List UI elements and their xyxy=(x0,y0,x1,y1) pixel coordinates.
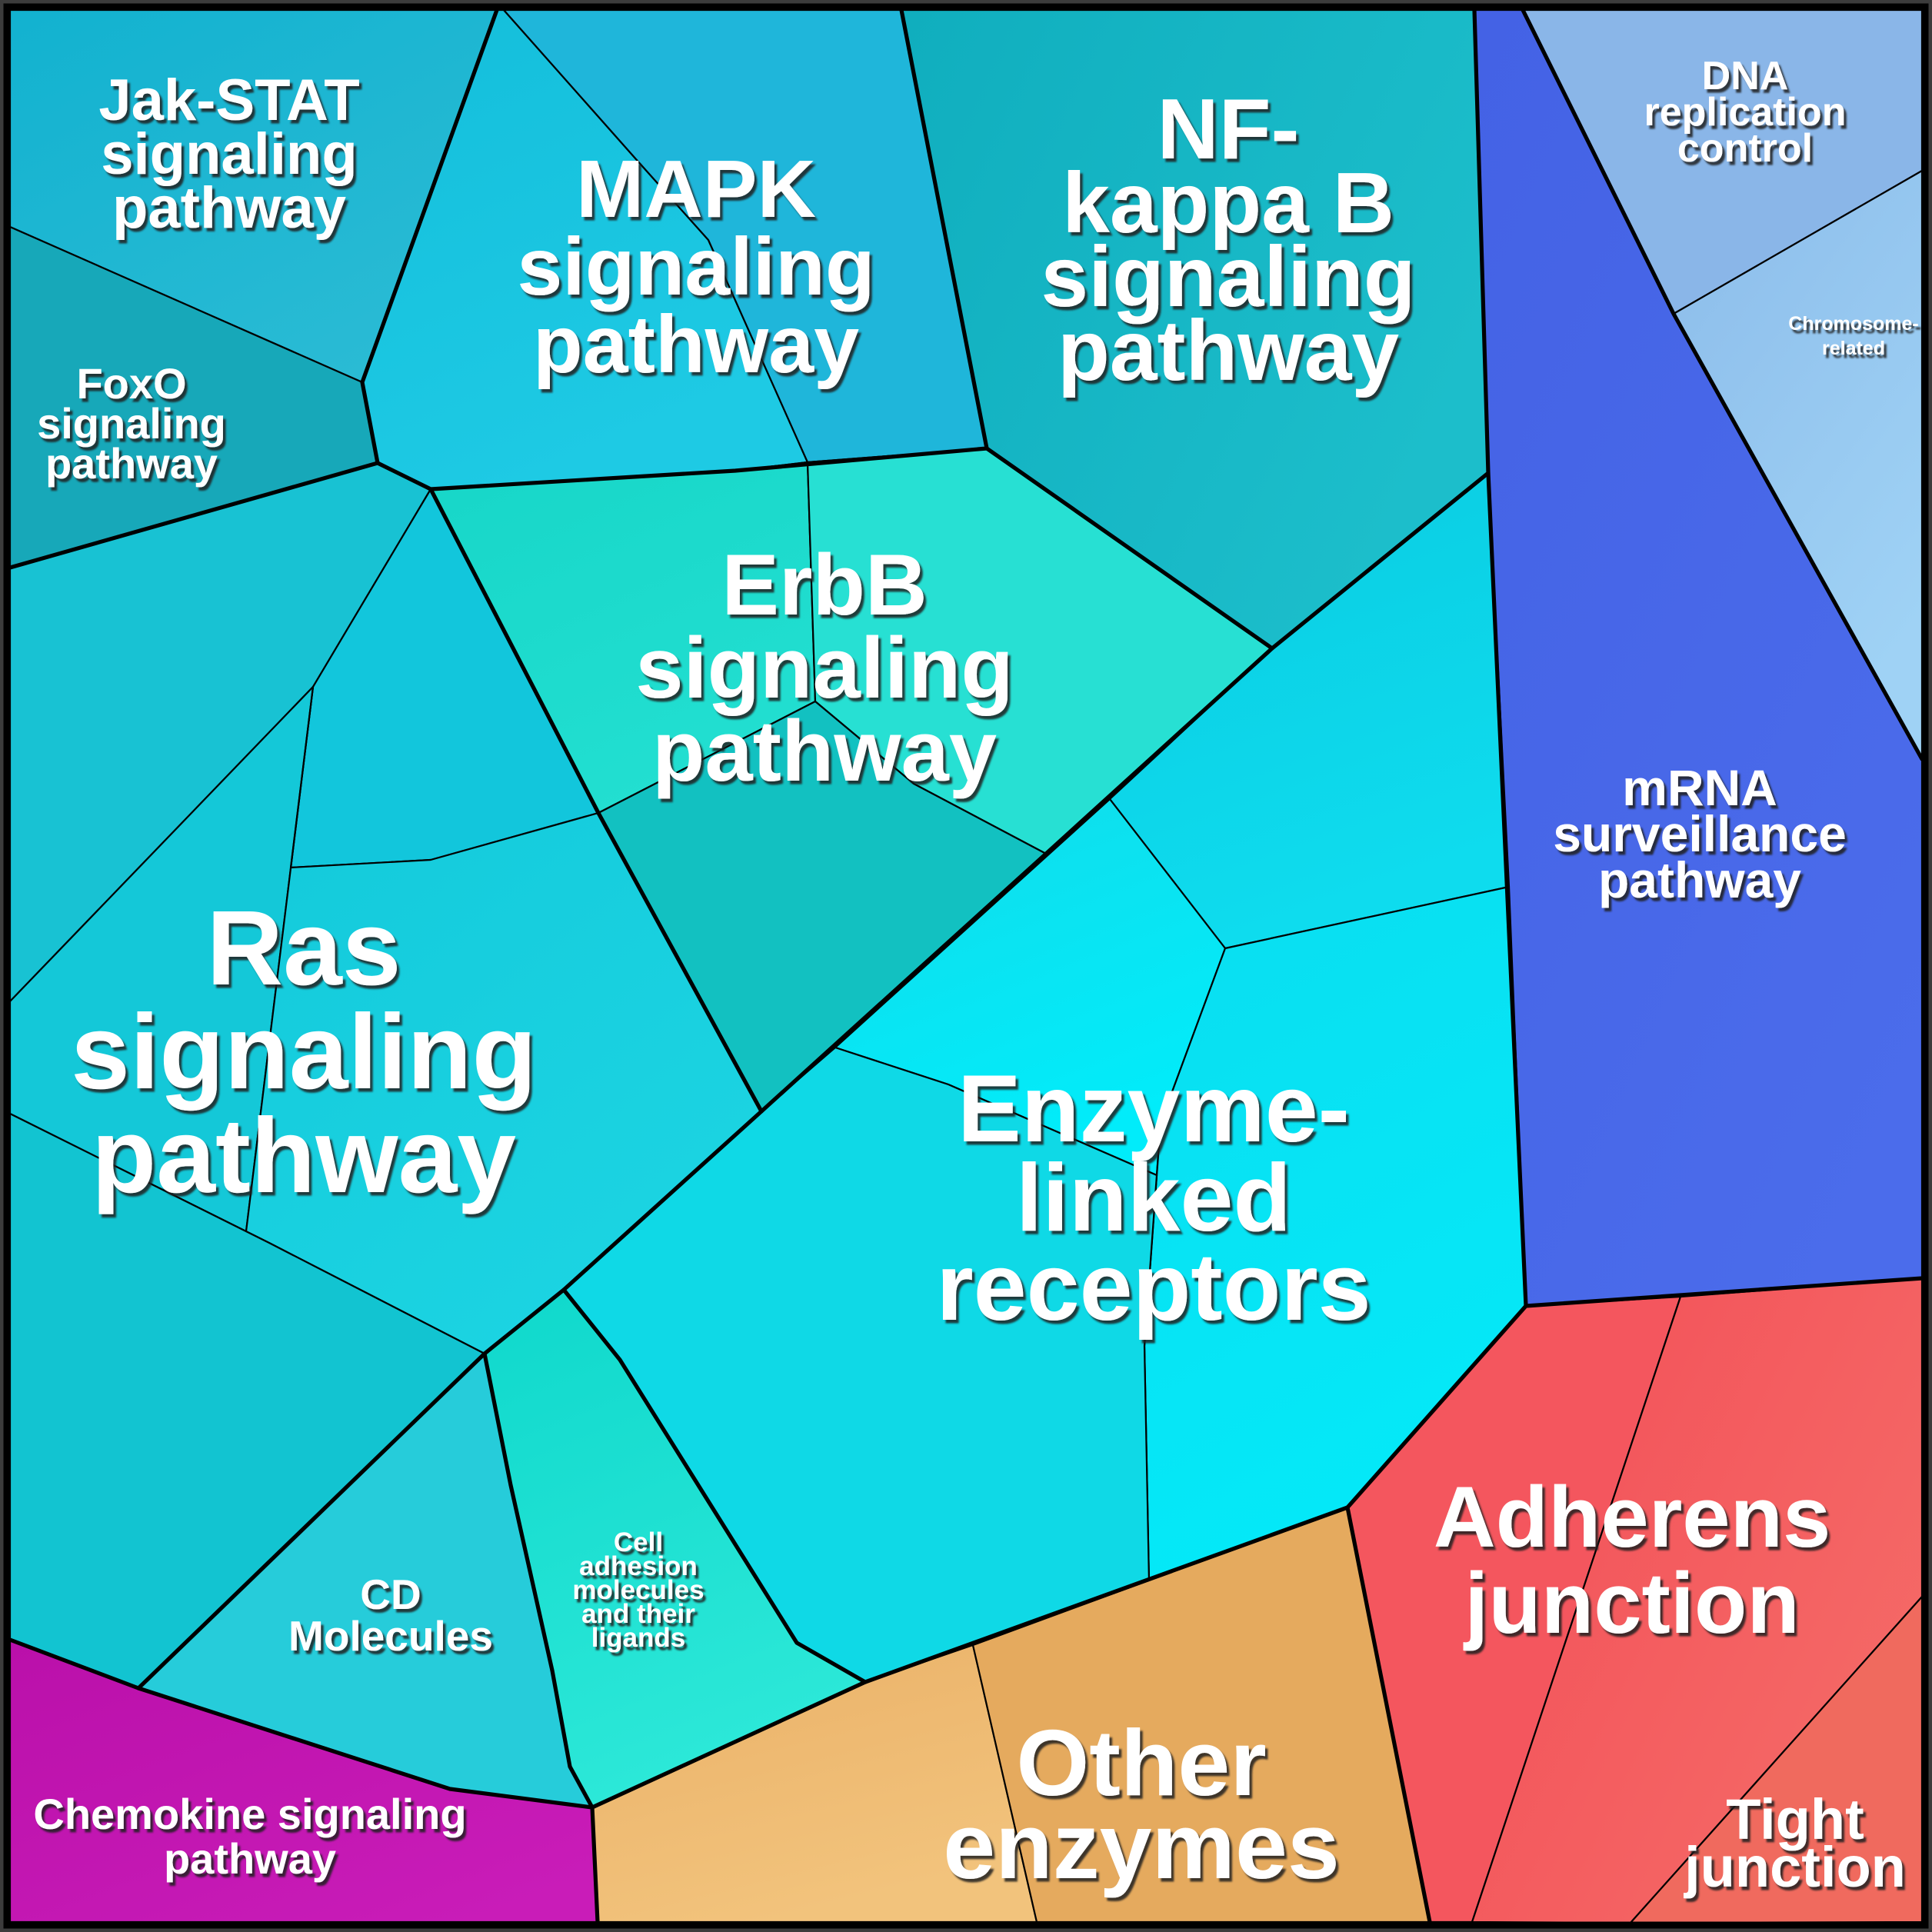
svg-text:signaling: signaling xyxy=(71,993,537,1111)
svg-text:Jak-STAT: Jak-STAT xyxy=(98,68,359,133)
svg-text:Cell: Cell xyxy=(614,1527,663,1557)
svg-text:control: control xyxy=(1677,126,1813,171)
svg-text:junction: junction xyxy=(1683,1835,1906,1899)
svg-text:FoxO: FoxO xyxy=(76,359,186,408)
svg-text:Chromosome-: Chromosome- xyxy=(1788,313,1918,335)
svg-text:pathway: pathway xyxy=(164,1834,336,1883)
svg-text:NF-: NF- xyxy=(1158,82,1300,177)
svg-text:CD: CD xyxy=(360,1571,421,1618)
svg-text:pathway: pathway xyxy=(652,703,997,799)
svg-text:signaling: signaling xyxy=(37,399,226,448)
svg-text:ErbB: ErbB xyxy=(721,537,928,633)
svg-text:replication: replication xyxy=(1644,90,1847,135)
svg-text:Adherens: Adherens xyxy=(1434,1469,1831,1565)
svg-text:pathway: pathway xyxy=(112,175,346,241)
svg-text:signaling: signaling xyxy=(635,620,1014,716)
svg-text:ligands: ligands xyxy=(591,1623,686,1653)
svg-text:Molecules: Molecules xyxy=(288,1612,493,1660)
svg-text:Tight: Tight xyxy=(1726,1787,1864,1851)
svg-text:pathway: pathway xyxy=(45,439,218,488)
svg-text:pathway: pathway xyxy=(1598,851,1801,908)
svg-text:enzymes: enzymes xyxy=(943,1794,1339,1898)
svg-text:junction: junction xyxy=(1463,1555,1799,1651)
svg-text:linked: linked xyxy=(1016,1145,1291,1251)
svg-text:DNA: DNA xyxy=(1702,54,1789,98)
svg-text:MAPK: MAPK xyxy=(576,144,816,235)
svg-text:signaling: signaling xyxy=(101,122,358,187)
svg-text:kappa B: kappa B xyxy=(1062,155,1394,251)
svg-text:and their: and their xyxy=(581,1599,695,1629)
svg-text:pathway: pathway xyxy=(533,299,859,390)
svg-text:pathway: pathway xyxy=(92,1097,516,1215)
svg-text:Ras: Ras xyxy=(206,889,401,1008)
svg-text:molecules: molecules xyxy=(572,1575,704,1605)
svg-text:signaling: signaling xyxy=(517,222,874,312)
svg-text:Chemokine signaling: Chemokine signaling xyxy=(33,1790,466,1838)
svg-text:adhesion: adhesion xyxy=(579,1551,698,1581)
svg-text:mRNA: mRNA xyxy=(1622,759,1777,816)
svg-text:related: related xyxy=(1822,338,1885,359)
svg-text:surveillance: surveillance xyxy=(1553,805,1847,862)
svg-text:pathway: pathway xyxy=(1058,303,1399,398)
svg-text:signaling: signaling xyxy=(1041,229,1415,325)
svg-text:Enzyme-: Enzyme- xyxy=(958,1056,1350,1162)
svg-text:receptors: receptors xyxy=(936,1234,1371,1341)
svg-text:Other: Other xyxy=(1016,1710,1266,1815)
